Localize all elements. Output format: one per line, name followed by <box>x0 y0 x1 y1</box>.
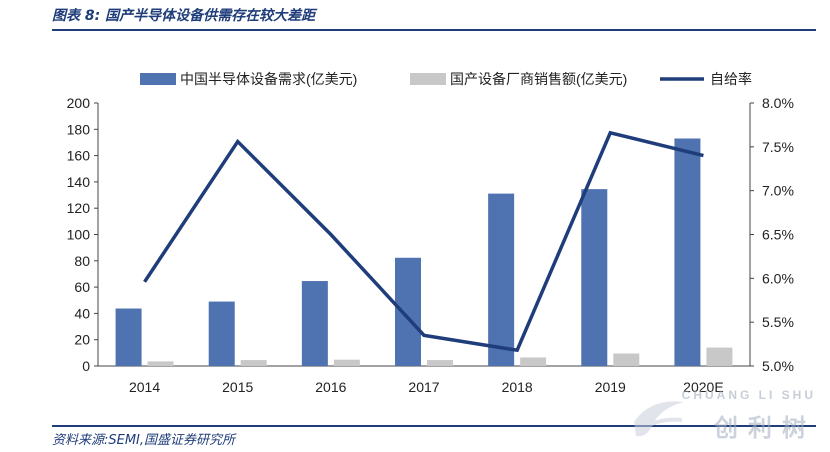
bar-demand <box>674 138 701 366</box>
source-divider <box>52 425 816 427</box>
right-tick-label: 6.0% <box>762 270 794 286</box>
title-divider <box>52 29 816 31</box>
right-tick-label: 5.0% <box>762 358 794 374</box>
source-note: 资料来源:SEMI,国盛证券研究所 <box>52 433 236 448</box>
watermark-latin: CHUANG LI SHU <box>681 388 816 402</box>
bar-demand <box>208 301 235 366</box>
x-tick-label: 2015 <box>222 379 253 395</box>
bar-domestic-sales <box>520 357 547 366</box>
legend-swatch <box>140 73 176 85</box>
left-tick-label: 60 <box>74 279 90 295</box>
right-tick-label: 8.0% <box>762 95 794 111</box>
legend-label: 自给率 <box>710 71 752 87</box>
bars <box>115 138 733 366</box>
left-tick-label: 40 <box>74 305 90 321</box>
x-tick-label: 2019 <box>595 379 626 395</box>
bar-domestic-sales <box>333 359 360 366</box>
legend: 中国半导体设备需求(亿美元) 国产设备厂商销售额(亿美元) 自给率 <box>140 71 752 87</box>
left-tick-label: 140 <box>67 174 91 190</box>
left-tick-label: 20 <box>74 332 90 348</box>
left-tick-label: 0 <box>82 358 90 374</box>
bar-demand <box>581 189 608 366</box>
bar-domestic-sales <box>427 360 453 366</box>
swoosh-icon <box>634 401 684 437</box>
bar-domestic-sales <box>613 353 640 366</box>
legend-label: 国产设备厂商销售额(亿美元) <box>450 71 627 87</box>
x-tick-label: 2014 <box>129 379 160 395</box>
figure-title: 图表 8: 国产半导体设备供需存在较大差距 <box>52 8 316 24</box>
left-tick-label: 100 <box>67 227 91 243</box>
x-tick-label: 2020E <box>683 379 723 395</box>
x-tick-label: 2017 <box>408 379 439 395</box>
legend-label: 中国半导体设备需求(亿美元) <box>180 71 357 87</box>
rate-line <box>143 130 704 353</box>
bar-domestic-sales <box>147 361 174 366</box>
left-tick-label: 160 <box>67 148 91 164</box>
right-tick-label: 5.5% <box>762 314 794 330</box>
x-tick-label: 2018 <box>502 379 533 395</box>
bar-domestic-sales <box>706 347 733 366</box>
x-tick-label: 2016 <box>315 379 346 395</box>
right-tick-label: 7.0% <box>762 183 794 199</box>
left-tick-label: 120 <box>67 200 91 216</box>
legend-swatch <box>410 73 446 85</box>
left-tick-label: 80 <box>74 253 90 269</box>
bar-demand <box>395 257 421 366</box>
watermark-chinese: 创利树 <box>714 414 816 442</box>
left-tick-label: 180 <box>67 121 91 137</box>
left-tick-label: 200 <box>67 95 91 111</box>
bar-demand <box>301 281 328 366</box>
bar-domestic-sales <box>240 360 267 366</box>
right-tick-label: 7.5% <box>762 139 794 155</box>
bar-demand <box>488 193 515 366</box>
axes: 0 20 40 60 80 100 120 140 160 180 200 5.0% 5.5% 6.0% 6… <box>67 95 794 395</box>
watermark-logo: CHUANG LI SHU 创利树 <box>626 386 816 444</box>
right-tick-label: 6.5% <box>762 227 794 243</box>
bar-demand <box>115 308 142 366</box>
